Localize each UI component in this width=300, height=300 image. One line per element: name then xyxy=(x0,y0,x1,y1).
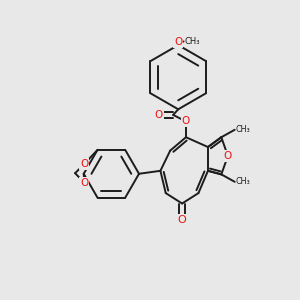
Text: CH₃: CH₃ xyxy=(236,177,250,186)
Text: O: O xyxy=(224,151,232,161)
Text: O: O xyxy=(155,110,163,120)
Text: O: O xyxy=(174,38,182,47)
Text: O: O xyxy=(182,116,190,127)
Text: CH₃: CH₃ xyxy=(185,37,200,46)
Text: O: O xyxy=(178,215,187,225)
Text: CH₃: CH₃ xyxy=(236,125,250,134)
Text: O: O xyxy=(80,178,88,188)
Text: O: O xyxy=(80,159,88,169)
